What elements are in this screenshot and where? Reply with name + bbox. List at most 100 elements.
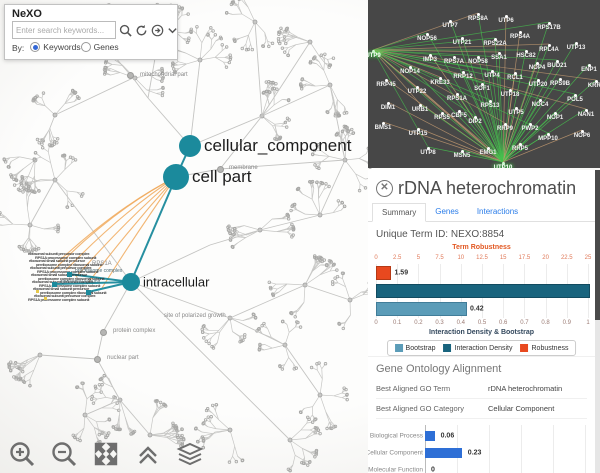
- gene-node-dot[interactable]: [558, 78, 562, 81]
- gene-node-dot[interactable]: [416, 128, 420, 131]
- cluster-term-node[interactable]: [86, 290, 91, 295]
- gene-node-dot[interactable]: [493, 38, 497, 41]
- gene-node-dot[interactable]: [547, 22, 551, 25]
- tree-minor-label[interactable]: RPS1A: [92, 261, 112, 267]
- gene-node-dot[interactable]: [461, 71, 465, 74]
- gene-node-dot[interactable]: [440, 112, 444, 115]
- gene-node-label: RPS8A: [467, 16, 489, 22]
- gene-node-dot[interactable]: [514, 107, 518, 110]
- gene-node-dot[interactable]: [455, 93, 459, 96]
- tree-minor-label[interactable]: mitochondrial part: [140, 72, 188, 78]
- tree-minor-label[interactable]: nuclear part: [107, 355, 139, 361]
- gene-node-dot[interactable]: [594, 80, 598, 83]
- gene-node-dot[interactable]: [587, 64, 591, 67]
- gene-node-dot[interactable]: [426, 147, 430, 150]
- fit-icon[interactable]: [92, 440, 120, 468]
- radio-circle[interactable]: [80, 42, 91, 52]
- gene-node-dot[interactable]: [546, 133, 550, 136]
- gene-node-dot[interactable]: [490, 70, 494, 73]
- gene-node-dot[interactable]: [553, 112, 557, 115]
- gene-interaction-network[interactable]: UTP9NOP56UTP7RPS8AUTP6RPS17BUTP21RPS22AR…: [368, 0, 600, 168]
- gene-node-dot[interactable]: [418, 104, 422, 107]
- tree-node-label[interactable]: cell part: [192, 167, 252, 186]
- gene-node-dot[interactable]: [486, 147, 490, 150]
- tree-minor-dot[interactable]: [217, 166, 224, 173]
- radio-keywords[interactable]: Keywords: [30, 42, 81, 52]
- gene-node-dot[interactable]: [448, 20, 452, 23]
- gene-node-dot[interactable]: [488, 100, 492, 103]
- gene-node-dot[interactable]: [480, 83, 484, 86]
- gene-node-dot[interactable]: [574, 42, 578, 45]
- bottom-axis-tick: 0.3: [435, 320, 444, 326]
- search-icon[interactable]: [119, 23, 132, 37]
- gene-node-dot[interactable]: [476, 13, 480, 16]
- gene-node-dot[interactable]: [381, 122, 385, 125]
- gene-node-dot[interactable]: [535, 62, 539, 65]
- gene-node-dot[interactable]: [460, 150, 464, 153]
- gene-node-dot[interactable]: [536, 79, 540, 82]
- gene-node-dot[interactable]: [473, 116, 477, 119]
- gene-node-dot[interactable]: [457, 110, 461, 113]
- tree-node-intracellular[interactable]: [122, 273, 140, 291]
- gene-node-label: RPS1A: [446, 96, 468, 102]
- gene-node-dot[interactable]: [538, 99, 542, 102]
- go-icon[interactable]: [151, 23, 164, 37]
- gene-node-dot[interactable]: [508, 89, 512, 92]
- cluster-term-node[interactable]: [52, 282, 57, 287]
- tree-minor-dot[interactable]: [94, 356, 101, 363]
- tree-minor-label[interactable]: ribosomal subunit: [61, 279, 101, 285]
- gene-node-dot[interactable]: [518, 31, 522, 34]
- tree-node-label[interactable]: cellular_component: [204, 136, 352, 155]
- gene-node-dot[interactable]: [438, 77, 442, 80]
- layers-icon[interactable]: [176, 440, 204, 468]
- gene-node-dot[interactable]: [555, 60, 559, 63]
- gene-node-dot[interactable]: [518, 143, 522, 146]
- gene-node-dot[interactable]: [504, 15, 508, 18]
- gene-node-dot[interactable]: [573, 94, 577, 97]
- tree-minor-dot[interactable]: [100, 329, 107, 336]
- gene-node-dot[interactable]: [524, 50, 528, 53]
- gene-node-dot[interactable]: [528, 123, 532, 126]
- gene-node-dot[interactable]: [452, 56, 456, 59]
- gene-node-dot[interactable]: [386, 102, 390, 105]
- cluster-term-node[interactable]: [67, 272, 72, 277]
- gene-node-dot[interactable]: [501, 162, 505, 165]
- zoom-out-icon[interactable]: [50, 440, 78, 468]
- tab-interactions[interactable]: Interactions: [476, 207, 519, 216]
- radio-circle[interactable]: [30, 42, 41, 52]
- gene-node-dot[interactable]: [415, 86, 419, 89]
- tree-node-label[interactable]: intracellular: [143, 274, 210, 290]
- gene-node-dot[interactable]: [371, 50, 375, 53]
- gene-node-dot[interactable]: [408, 66, 412, 69]
- radio-genes[interactable]: Genes: [80, 42, 119, 52]
- gene-node-dot[interactable]: [503, 123, 507, 126]
- gene-node-dot[interactable]: [384, 79, 388, 82]
- collapse-tree-icon[interactable]: [134, 440, 162, 468]
- gene-node-dot[interactable]: [460, 37, 464, 40]
- gene-node-dot[interactable]: [547, 44, 551, 47]
- tree-node-cellular-component[interactable]: [179, 135, 201, 157]
- search-input[interactable]: [12, 21, 116, 39]
- tree-minor-label[interactable]: processome complex: [75, 268, 123, 274]
- reset-icon[interactable]: [135, 23, 148, 37]
- gene-node-dot[interactable]: [425, 33, 429, 36]
- tree-minor-label[interactable]: protein complex: [113, 328, 156, 334]
- tab-summary[interactable]: Summary: [372, 203, 427, 222]
- gene-node-dot[interactable]: [584, 109, 588, 112]
- tab-genes[interactable]: Genes: [435, 207, 459, 216]
- gene-node-dot[interactable]: [513, 72, 517, 75]
- go-category-label: Biological Process: [369, 432, 423, 440]
- tree-minor-label[interactable]: site of polarized growth: [164, 313, 226, 319]
- scrollbar-thumb[interactable]: [595, 170, 600, 320]
- go-value-label: 0: [431, 466, 435, 473]
- gene-node-dot[interactable]: [497, 52, 501, 55]
- gene-node-dot[interactable]: [476, 56, 480, 59]
- close-icon[interactable]: ✕: [376, 180, 393, 197]
- zoom-in-icon[interactable]: [8, 440, 36, 468]
- collapse-icon[interactable]: [167, 23, 178, 37]
- gene-node-dot[interactable]: [580, 130, 584, 133]
- tree-minor-label[interactable]: membrane: [229, 165, 258, 171]
- tree-minor-dot[interactable]: [127, 72, 134, 79]
- gene-node-dot[interactable]: [428, 54, 432, 57]
- tree-node-cell-part[interactable]: [163, 164, 189, 190]
